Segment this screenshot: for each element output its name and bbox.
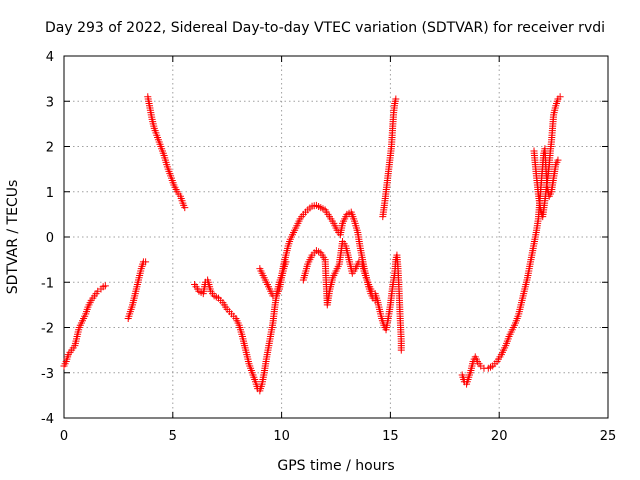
- series-segment-4: [191, 201, 379, 395]
- series-segment-8: [458, 145, 562, 388]
- series-segment-7: [379, 95, 400, 221]
- series-segment-6: [299, 238, 405, 354]
- data-point: [181, 204, 189, 212]
- data-point: [392, 95, 400, 103]
- data-point: [282, 258, 290, 266]
- y-tick-label: -2: [41, 322, 54, 337]
- series-segment-5: [256, 258, 290, 300]
- axis-ticks: 0 5 10 15 20 25 -4 -3 -2 -1 0 1 2 3 4: [41, 50, 616, 444]
- y-tick-label: 3: [46, 95, 54, 110]
- y-axis-label: SDTVAR / TECUs: [5, 180, 21, 295]
- y-tick-label: 4: [46, 50, 54, 65]
- series-segment-1: [60, 282, 109, 370]
- x-tick-label: 15: [382, 429, 399, 444]
- chart-title: Day 293 of 2022, Sidereal Day-to-day VTE…: [45, 20, 605, 36]
- y-tick-label: -4: [41, 412, 54, 427]
- series-segment-9: [530, 93, 564, 221]
- data-point: [556, 93, 564, 101]
- data-point: [142, 258, 150, 266]
- data-point: [397, 346, 405, 354]
- y-tick-label: -3: [41, 367, 54, 382]
- y-tick-label: 1: [46, 186, 54, 201]
- y-tick-label: 0: [46, 231, 54, 246]
- x-axis-label: GPS time / hours: [277, 458, 394, 474]
- series-segment-2: [124, 258, 150, 322]
- x-tick-label: 10: [273, 429, 290, 444]
- y-tick-label: 2: [46, 141, 54, 156]
- x-tick-label: 5: [169, 429, 177, 444]
- x-tick-label: 0: [60, 429, 68, 444]
- x-tick-label: 25: [600, 429, 617, 444]
- y-tick-label: -1: [41, 276, 54, 291]
- data-point: [101, 282, 109, 290]
- grid: [64, 56, 608, 418]
- data-point: [554, 156, 562, 164]
- data-markers: [60, 93, 564, 395]
- series-segment-3: [144, 93, 189, 212]
- x-tick-label: 20: [491, 429, 508, 444]
